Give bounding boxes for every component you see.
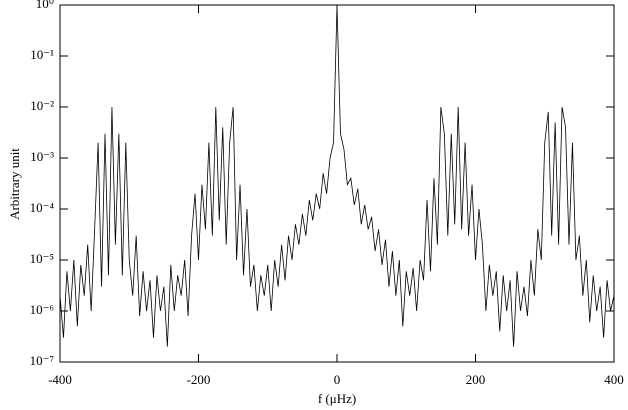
y-tick-label: 10⁻³ <box>30 149 54 164</box>
x-axis-label: f (μHz) <box>318 391 356 406</box>
x-tick-label: -200 <box>187 372 211 387</box>
y-tick-label: 10⁻⁴ <box>30 200 55 215</box>
y-tick-label: 10⁻⁷ <box>30 353 54 368</box>
y-tick-label: 10⁰ <box>36 0 54 11</box>
x-tick-label: 0 <box>334 372 341 387</box>
plot-frame <box>59 4 615 363</box>
y-tick-label: 10⁻² <box>30 98 54 113</box>
x-tick-label: 200 <box>466 372 486 387</box>
x-tick-label: -400 <box>48 372 72 387</box>
y-axis-label: Arbitrary unit <box>7 148 22 220</box>
y-tick-label: 10⁻⁶ <box>30 302 54 317</box>
y-tick-label: 10⁻⁵ <box>30 251 54 266</box>
spectrum-line <box>59 4 615 347</box>
y-tick-label: 10⁻¹ <box>30 47 54 62</box>
x-tick-label: 400 <box>604 372 624 387</box>
